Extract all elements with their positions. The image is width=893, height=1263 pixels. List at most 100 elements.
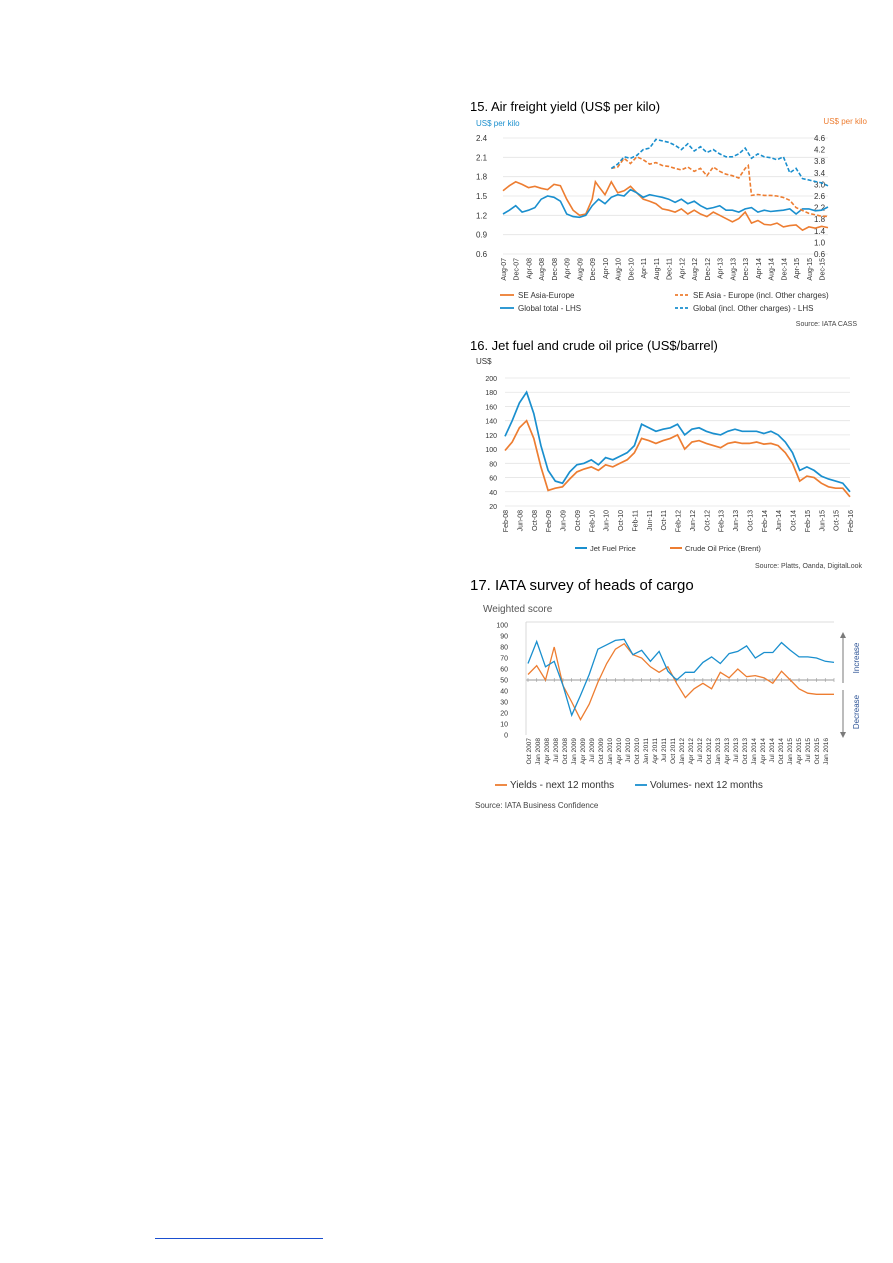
x-tick-label: Jul 2010 [625, 738, 632, 763]
x-tick-label: Jul 2012 [697, 738, 704, 763]
y-tick-label: 100 [485, 447, 497, 454]
series-line [610, 138, 829, 187]
x-tick-label: Apr 2015 [796, 738, 803, 765]
legend-label: Global total - LHS [518, 304, 581, 313]
series-line [527, 642, 834, 721]
legend-label: SE Asia-Europe [518, 291, 575, 300]
x-tick-label: Oct-13 [747, 510, 754, 531]
x-tick-label: Feb-12 [676, 510, 683, 532]
x-tick-label: Apr 2013 [724, 738, 731, 765]
y-tick-label-right: 1.8 [814, 215, 826, 224]
x-tick-label: Apr 2008 [544, 738, 551, 765]
x-tick-label: Oct 2010 [634, 738, 641, 765]
x-tick-label: Jan 2015 [787, 738, 794, 765]
x-tick-label: Dec-15 [820, 258, 827, 281]
source-note: Source: Platts, Oanda, DigitalLook [755, 563, 863, 570]
y-tick-label: 30 [500, 700, 508, 707]
x-tick-label: Oct 2008 [562, 738, 569, 765]
x-tick-label: Feb-15 [805, 510, 812, 532]
y-tick-label: 50 [500, 678, 508, 685]
x-tick-label: Jul 2009 [589, 738, 596, 763]
x-tick-label: Jul 2014 [769, 738, 776, 763]
x-tick-label: Apr-09 [565, 258, 572, 279]
x-tick-label: Jun-10 [604, 510, 611, 532]
x-tick-label: Apr 2010 [616, 738, 623, 765]
x-tick-label: Apr-15 [794, 258, 801, 279]
x-tick-label: Aug-13 [730, 258, 737, 281]
x-tick-label: Apr 2014 [760, 738, 767, 765]
series-line [502, 188, 829, 219]
x-tick-label: Jul 2015 [805, 738, 812, 763]
y-tick-label: 60 [489, 476, 497, 483]
x-tick-label: Jan 2008 [535, 738, 542, 765]
x-tick-label: Jun-12 [690, 510, 697, 532]
chart-title: 17. IATA survey of heads of cargo [470, 577, 694, 594]
x-tick-label: Oct 2014 [778, 738, 785, 765]
x-tick-label: Feb-09 [546, 510, 553, 532]
y-tick-label: 10 [500, 722, 508, 729]
x-tick-label: Jan 2011 [643, 738, 650, 765]
y-tick-label: 40 [500, 689, 508, 696]
x-tick-label: Aug-09 [577, 258, 584, 281]
y-tick-label-right: 3.8 [814, 157, 826, 166]
series-line [527, 638, 835, 718]
chart-title: 15. Air freight yield (US$ per kilo) [470, 99, 661, 114]
x-tick-label: Jun-15 [819, 510, 826, 532]
source-note: Source: IATA CASS [796, 321, 858, 328]
x-tick-label: Dec-07 [514, 258, 521, 281]
x-tick-label: Jul 2008 [553, 738, 560, 763]
footnote-link[interactable] [155, 1238, 323, 1239]
x-tick-label: Dec-13 [743, 258, 750, 281]
x-tick-label: Apr 2009 [580, 738, 587, 765]
x-tick-label: Oct 2009 [598, 738, 605, 765]
x-tick-label: Oct 2011 [670, 738, 677, 764]
y-tick-label-right: 2.2 [814, 204, 826, 213]
x-tick-label: Dec-10 [628, 258, 635, 281]
legend-label: Crude Oil Price (Brent) [685, 544, 761, 553]
y-tick-label: 120 [485, 433, 497, 440]
x-tick-label: Oct-14 [791, 510, 798, 531]
x-tick-label: Apr-10 [603, 258, 610, 279]
source-note: Source: IATA Business Confidence [475, 801, 599, 810]
y-tick-label-right: 4.2 [814, 146, 826, 155]
y-tick-label-right: 1.4 [814, 227, 826, 236]
x-tick-label: Jan 2013 [715, 738, 722, 765]
y-axis-label-left: US$ per kilo [476, 119, 520, 128]
x-tick-label: Jul 2011 [661, 738, 668, 762]
x-tick-label: Oct-12 [704, 510, 711, 531]
x-tick-label: Aug-14 [769, 258, 776, 281]
x-tick-label: Oct 2007 [526, 738, 533, 765]
x-tick-label: Apr-08 [526, 258, 533, 279]
x-tick-label: Oct 2015 [814, 738, 821, 765]
y-tick-label-left: 1.8 [476, 173, 488, 182]
y-tick-label: 0 [504, 733, 508, 740]
series-line [504, 419, 851, 498]
x-tick-label: Dec-14 [781, 258, 788, 281]
x-tick-label: Oct-08 [532, 510, 539, 531]
x-tick-label: Jun-13 [733, 510, 740, 532]
x-tick-label: Oct-10 [618, 510, 625, 531]
x-tick-label: Oct-15 [834, 510, 841, 531]
chart-plot: Weighted score1009080706050403020100Oct … [475, 604, 861, 810]
y-tick-label-left: 2.4 [476, 134, 488, 143]
chart-jet-fuel-crude-oil: 16. Jet fuel and crude oil price (US$/ba… [470, 336, 870, 576]
y-axis-label: Weighted score [483, 604, 553, 615]
legend-label: SE Asia - Europe (incl. Other charges) [693, 291, 829, 300]
y-axis-label: US$ [476, 357, 492, 366]
x-tick-label: Feb-16 [848, 510, 855, 532]
y-tick-label: 20 [500, 711, 508, 718]
x-tick-label: Aug-08 [539, 258, 546, 281]
chart-air-freight-yield: 15. Air freight yield (US$ per kilo) US$… [470, 96, 870, 336]
y-tick-label-left: 1.5 [476, 192, 488, 201]
increase-arrow-head [840, 632, 846, 638]
y-tick-label: 200 [485, 376, 497, 383]
x-tick-label: Jan 2010 [607, 738, 614, 765]
x-tick-label: Feb-14 [762, 510, 769, 532]
x-tick-label: Oct-11 [661, 510, 668, 531]
y-tick-label-right: 4.6 [814, 134, 826, 143]
x-tick-label: Feb-11 [632, 510, 639, 532]
x-tick-label: Jan 2012 [679, 738, 686, 765]
y-tick-label: 160 [485, 404, 497, 411]
chart-plot: US$ per kilo US$ per kilo 2.4 2.1 1.8 1.5 1.2 0… [476, 117, 868, 328]
y-tick-label: 140 [485, 419, 497, 426]
